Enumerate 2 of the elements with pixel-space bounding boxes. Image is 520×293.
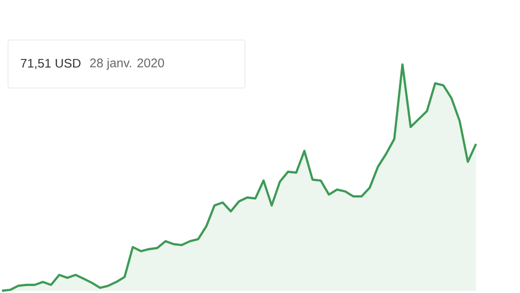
annotation: 28 janv. 2020 (90, 58, 164, 70)
annotation: 71,51 USD (20, 58, 80, 70)
